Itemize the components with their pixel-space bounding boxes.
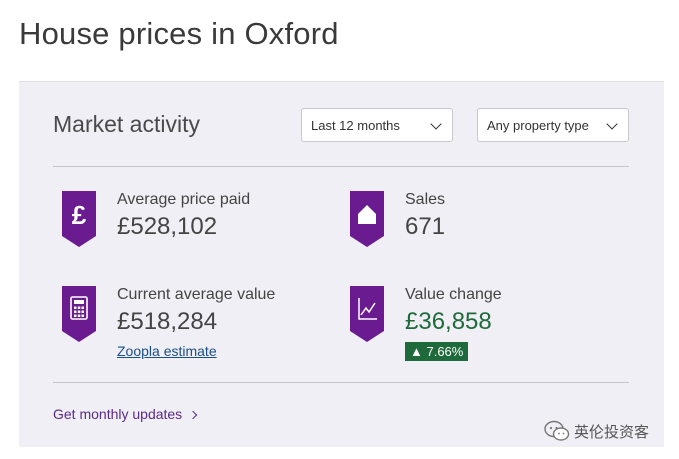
monthly-updates-label: Get monthly updates (53, 406, 183, 422)
market-activity-title: Market activity (53, 111, 200, 137)
pound-icon: £ (62, 191, 96, 247)
stat-value: £518,284 (117, 308, 218, 335)
stat-label: Current average value (117, 286, 276, 303)
line-chart-icon (350, 286, 384, 342)
period-select-value: Last 12 months (311, 117, 400, 133)
divider (53, 382, 629, 383)
period-select[interactable]: Last 12 months (301, 108, 453, 142)
stat-value: £528,102 (117, 213, 218, 240)
divider (53, 166, 629, 167)
property-type-select-value: Any property type (487, 117, 589, 133)
stat-value: £36,858 (405, 308, 492, 335)
stat-label: Value change (405, 286, 502, 303)
market-activity-panel: Market activity Last 12 months Any prope… (19, 81, 664, 447)
calculator-icon (62, 286, 96, 342)
stat-value: 671 (405, 213, 446, 240)
chevron-down-icon (430, 118, 442, 130)
chevron-right-icon (188, 410, 198, 420)
chevron-down-icon (606, 118, 618, 130)
property-type-select[interactable]: Any property type (477, 108, 629, 142)
house-icon (350, 191, 384, 247)
stat-label: Sales (405, 191, 446, 208)
get-monthly-updates-link[interactable]: Get monthly updates (53, 406, 198, 422)
wechat-icon (544, 420, 570, 441)
value-change-badge: ▲ 7.66% (405, 342, 469, 361)
stat-label: Average price paid (117, 191, 251, 208)
svg-text:£: £ (72, 200, 87, 230)
watermark-text: 英伦投资客 (574, 422, 650, 441)
watermark: 英伦投资客 (544, 420, 649, 442)
page-title: House prices in Oxford (19, 16, 339, 51)
zoopla-estimate-link[interactable]: Zoopla estimate (117, 343, 217, 359)
